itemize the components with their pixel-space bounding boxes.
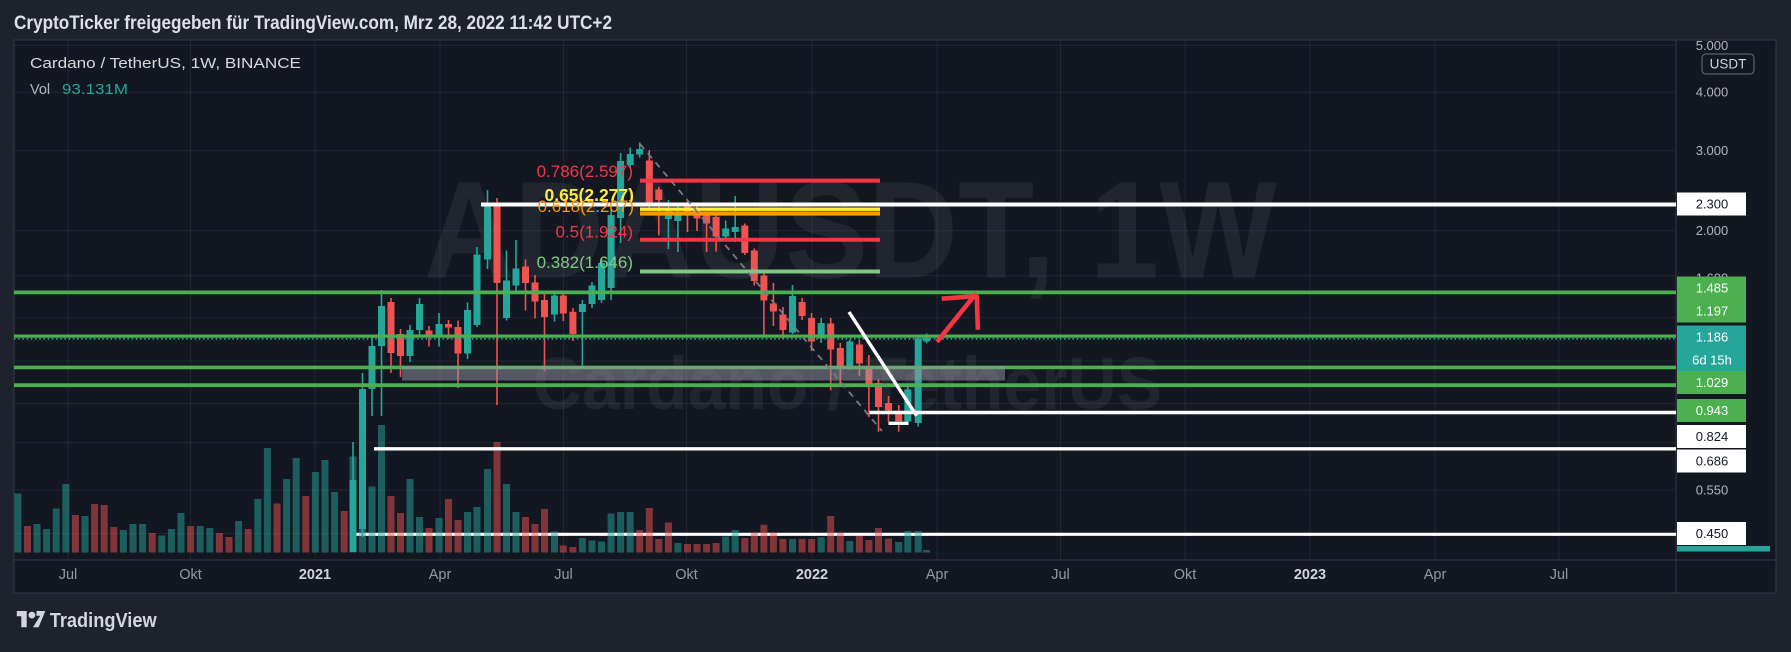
svg-text:0.5(1.924): 0.5(1.924) <box>556 223 634 242</box>
svg-text:1.485: 1.485 <box>1696 281 1729 296</box>
svg-text:TradingView: TradingView <box>50 609 157 632</box>
svg-text:Jul: Jul <box>59 567 78 583</box>
svg-text:Jul: Jul <box>554 567 573 583</box>
svg-text:Okt: Okt <box>675 567 698 583</box>
svg-text:5.000: 5.000 <box>1696 38 1729 53</box>
svg-text:1.197: 1.197 <box>1696 304 1729 319</box>
svg-text:Jul: Jul <box>1051 567 1070 583</box>
svg-text:Vol: Vol <box>30 82 50 98</box>
svg-text:CryptoTicker freigegeben für T: CryptoTicker freigegeben für TradingView… <box>14 12 612 34</box>
svg-text:2.000: 2.000 <box>1696 223 1729 238</box>
svg-text:2023: 2023 <box>1294 567 1326 583</box>
svg-text:1.186: 1.186 <box>1696 330 1729 345</box>
svg-text:Apr: Apr <box>1424 567 1447 583</box>
svg-text:Apr: Apr <box>926 567 949 583</box>
svg-text:Okt: Okt <box>179 567 202 583</box>
svg-text:0.618(2.207): 0.618(2.207) <box>538 197 634 216</box>
svg-text:2021: 2021 <box>299 567 331 583</box>
svg-text:93.131M: 93.131M <box>62 82 128 98</box>
svg-text:Okt: Okt <box>1174 567 1197 583</box>
svg-text:Jul: Jul <box>1550 567 1569 583</box>
svg-text:0.550: 0.550 <box>1696 483 1729 498</box>
svg-text:4.000: 4.000 <box>1696 85 1729 100</box>
svg-text:2022: 2022 <box>796 567 828 583</box>
svg-text:0.686: 0.686 <box>1696 454 1729 469</box>
svg-text:2.300: 2.300 <box>1696 197 1729 212</box>
svg-text:Apr: Apr <box>429 567 452 583</box>
svg-text:3.000: 3.000 <box>1696 143 1729 158</box>
svg-text:0.450: 0.450 <box>1696 526 1729 541</box>
svg-text:1.029: 1.029 <box>1696 375 1729 390</box>
svg-text:Cardano / TetherUS, 1W, BINANC: Cardano / TetherUS, 1W, BINANCE <box>30 56 301 72</box>
svg-text:0.943: 0.943 <box>1696 403 1729 418</box>
svg-text:6d 15h: 6d 15h <box>1692 353 1732 368</box>
svg-text:0.824: 0.824 <box>1696 429 1729 444</box>
svg-text:0.382(1.646): 0.382(1.646) <box>537 253 633 272</box>
svg-text:0.786(2.597): 0.786(2.597) <box>537 162 633 181</box>
svg-text:0.65(2.277): 0.65(2.277) <box>544 185 634 205</box>
svg-text:USDT: USDT <box>1710 57 1747 72</box>
